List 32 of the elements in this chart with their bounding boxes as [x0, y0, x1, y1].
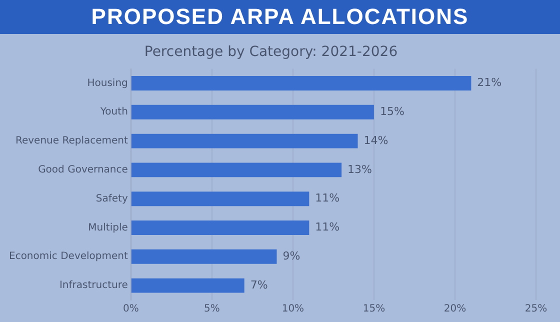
y-tick-label: Economic Development: [9, 251, 128, 262]
y-tick-label: Infrastructure: [59, 280, 128, 292]
x-tick-label: 10%: [282, 304, 304, 315]
y-tick-label: Housing: [87, 78, 128, 89]
bar: [131, 249, 277, 264]
chart-subtitle: Percentage by Category: 2021-2026: [144, 44, 398, 60]
chart-title: PROPOSED ARPA ALLOCATIONS: [0, 0, 560, 34]
bar: [131, 162, 342, 178]
data-label: 21%: [477, 76, 502, 90]
bar: [131, 104, 374, 120]
bar: [131, 192, 310, 206]
bar: [131, 278, 244, 293]
x-tick-label: 0%: [122, 304, 139, 315]
bar: [131, 76, 472, 90]
data-label: 14%: [364, 134, 388, 147]
y-tick-label: Youth: [99, 106, 128, 118]
x-tick-label: 20%: [444, 304, 466, 315]
data-label: 11%: [315, 220, 340, 234]
x-tick-label: 25%: [524, 304, 548, 315]
y-tick-label: Good Governance: [38, 164, 128, 176]
x-tick-label: 5%: [204, 304, 220, 315]
x-tick-label: 15%: [362, 304, 386, 315]
bar: [131, 220, 310, 235]
y-tick-label: Multiple: [88, 222, 128, 234]
data-label: 9%: [282, 250, 300, 263]
data-label: 7%: [250, 278, 268, 292]
data-label: 13%: [348, 162, 372, 176]
y-tick-label: Safety: [96, 193, 128, 204]
data-label: 11%: [315, 192, 340, 205]
y-tick-label: Revenue Replacement: [15, 136, 128, 147]
data-label: 15%: [380, 105, 404, 118]
bar: [131, 134, 358, 148]
